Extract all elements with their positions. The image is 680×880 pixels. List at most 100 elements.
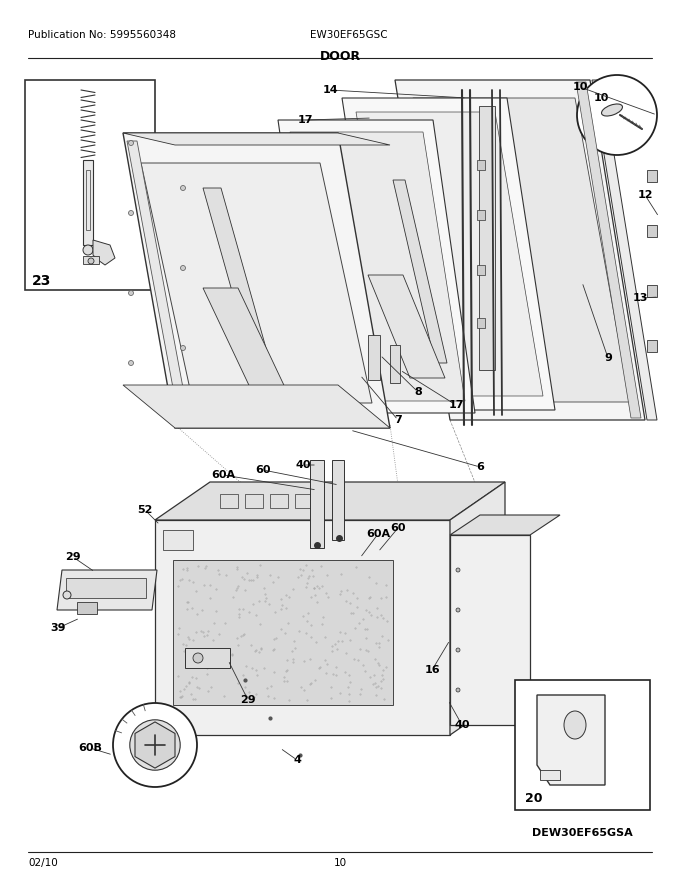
Polygon shape — [356, 112, 543, 396]
Polygon shape — [278, 120, 475, 413]
Bar — [479, 106, 495, 370]
Circle shape — [456, 688, 460, 692]
Circle shape — [63, 591, 71, 599]
Text: 9: 9 — [604, 353, 612, 363]
Text: 8: 8 — [414, 387, 422, 397]
Bar — [245, 494, 263, 508]
Text: 02/10: 02/10 — [28, 858, 58, 868]
Circle shape — [129, 210, 133, 216]
Ellipse shape — [602, 104, 622, 116]
Polygon shape — [290, 132, 465, 401]
Text: 17: 17 — [297, 115, 313, 125]
Text: 23: 23 — [32, 274, 52, 288]
Text: 60A: 60A — [366, 529, 390, 539]
Circle shape — [129, 141, 133, 145]
Circle shape — [456, 608, 460, 612]
Polygon shape — [135, 722, 175, 768]
Text: 17: 17 — [448, 400, 464, 410]
Bar — [540, 770, 560, 780]
Circle shape — [193, 653, 203, 663]
Text: 29: 29 — [240, 695, 256, 705]
Circle shape — [113, 703, 197, 787]
Polygon shape — [450, 535, 530, 725]
Polygon shape — [123, 133, 390, 145]
Text: Publication No: 5995560348: Publication No: 5995560348 — [28, 30, 176, 40]
Polygon shape — [395, 80, 645, 420]
Polygon shape — [413, 98, 630, 402]
Text: 29: 29 — [65, 552, 81, 562]
Text: 16: 16 — [424, 665, 440, 675]
Polygon shape — [342, 98, 555, 410]
Circle shape — [180, 186, 186, 190]
Bar — [25, 80, 155, 290]
Bar — [647, 340, 657, 352]
Text: 7: 7 — [394, 415, 402, 425]
Text: 6: 6 — [476, 462, 484, 472]
Text: 10: 10 — [333, 858, 347, 868]
Bar — [477, 265, 485, 275]
Circle shape — [88, 258, 94, 264]
Bar — [647, 285, 657, 297]
Bar — [310, 460, 324, 548]
Bar — [220, 494, 238, 508]
Polygon shape — [203, 288, 290, 398]
Polygon shape — [368, 275, 445, 378]
Bar — [83, 256, 99, 264]
Bar — [270, 494, 288, 508]
Text: 39: 39 — [50, 623, 66, 633]
Circle shape — [180, 346, 186, 350]
Circle shape — [129, 290, 133, 296]
Polygon shape — [450, 482, 505, 735]
Text: 60A: 60A — [211, 470, 235, 480]
Bar — [86, 170, 90, 230]
Bar — [647, 225, 657, 237]
Polygon shape — [592, 80, 657, 420]
Polygon shape — [537, 695, 605, 785]
Text: 60B: 60B — [78, 743, 102, 753]
Text: 60: 60 — [390, 523, 406, 533]
Text: 60: 60 — [255, 465, 271, 475]
Bar — [163, 530, 193, 550]
Bar — [66, 578, 146, 598]
Polygon shape — [93, 240, 115, 265]
Bar — [477, 160, 485, 170]
Bar — [185, 648, 230, 668]
Circle shape — [456, 648, 460, 652]
Polygon shape — [203, 188, 273, 373]
Ellipse shape — [564, 711, 586, 739]
Polygon shape — [393, 180, 447, 363]
Bar — [647, 170, 657, 182]
Bar — [77, 602, 97, 614]
Text: DEW30EF65GSA: DEW30EF65GSA — [532, 828, 632, 838]
Text: 40: 40 — [295, 460, 311, 470]
Circle shape — [577, 75, 657, 155]
Text: DOOR: DOOR — [320, 50, 360, 63]
Circle shape — [130, 720, 180, 770]
Text: 52: 52 — [137, 505, 153, 515]
Bar — [83, 160, 93, 245]
Polygon shape — [155, 520, 450, 735]
Polygon shape — [450, 515, 560, 535]
Polygon shape — [576, 82, 641, 418]
Bar — [477, 318, 485, 328]
Circle shape — [180, 266, 186, 270]
Polygon shape — [123, 133, 390, 428]
Text: 4: 4 — [293, 755, 301, 765]
Text: 13: 13 — [632, 293, 647, 303]
Bar — [295, 494, 313, 508]
Text: 20: 20 — [525, 792, 543, 805]
Bar — [477, 210, 485, 220]
Circle shape — [456, 568, 460, 572]
Bar — [332, 460, 344, 540]
Polygon shape — [155, 482, 505, 520]
Text: 10: 10 — [594, 93, 609, 103]
Polygon shape — [57, 570, 157, 610]
Text: EW30EF65GSC: EW30EF65GSC — [310, 30, 388, 40]
Circle shape — [83, 245, 93, 255]
Text: 40: 40 — [454, 720, 470, 730]
Text: 14: 14 — [322, 85, 338, 95]
Circle shape — [129, 361, 133, 365]
Text: 12: 12 — [637, 190, 653, 200]
Polygon shape — [141, 163, 372, 403]
Bar — [515, 680, 650, 810]
